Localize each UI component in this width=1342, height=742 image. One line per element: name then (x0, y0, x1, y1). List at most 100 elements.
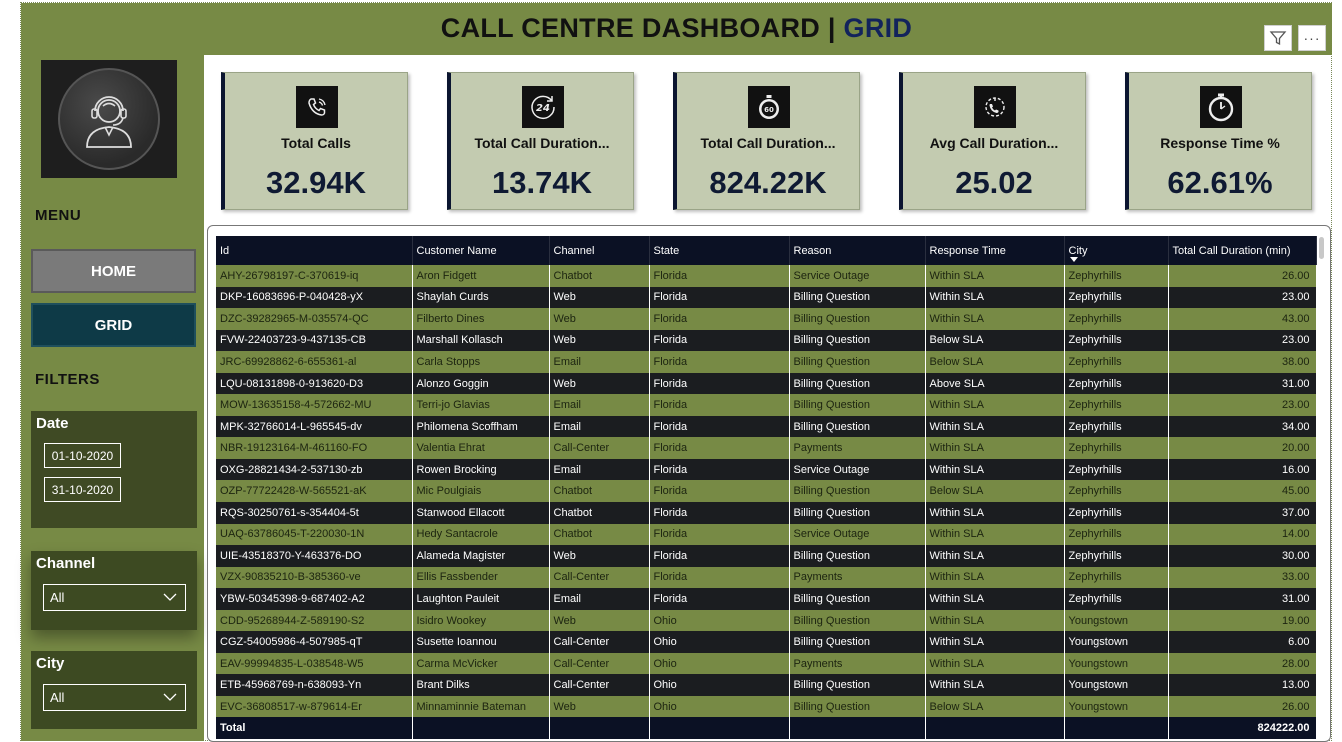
table-cell: Ellis Fassbender (412, 566, 550, 589)
kpi-value: 62.61% (1167, 165, 1273, 200)
table-cell: Zephyrhills (1064, 308, 1169, 330)
table-cell: Zephyrhills (1064, 437, 1169, 459)
table-row[interactable]: MOW-13635158-4-572662-MU Terri-jo Glavias… (216, 394, 1317, 416)
table-row[interactable]: NBR-19123164-M-461160-FO Valentia Ehrat Ca… (216, 437, 1317, 459)
table-cell: 45.00 (1168, 480, 1317, 503)
city-selected-value: All (50, 690, 65, 705)
table-row[interactable]: EAV-99994835-L-038548-W5 Carma McVicker Ca… (216, 652, 1317, 675)
table-cell: Chatbot (549, 502, 650, 524)
table-cell: Email (549, 588, 650, 610)
table-header-row: Id Customer Name Channel State Reason Re… (216, 236, 1317, 265)
table-cell (549, 717, 650, 740)
filter-icon[interactable] (1264, 25, 1292, 51)
column-header[interactable]: Response Time (925, 236, 1065, 265)
column-header[interactable]: Channel (549, 236, 650, 265)
table-row[interactable]: EVC-36808517-w-879614-Er Minnaminnie Bate… (216, 695, 1317, 718)
table-cell: Zephyrhills (1064, 458, 1169, 481)
total-value: 824222.00 (1168, 717, 1317, 740)
table-cell: Below SLA (925, 480, 1065, 503)
table-row[interactable]: LQU-08131898-0-913620-D3 Alonzo Goggin Web… (216, 372, 1317, 395)
table-row[interactable]: YBW-50345398-9-687402-A2 Laughton Pauleit… (216, 588, 1317, 610)
kpi-label: Total Calls (281, 135, 351, 151)
24-hours-icon: 24 (522, 86, 564, 128)
kpi-label: Total Call Duration... (474, 135, 610, 151)
date-filter: Date 01-10-2020 31-10-2020 (31, 411, 197, 528)
table-row[interactable]: CDD-95268944-Z-589190-S2 Isidro Wookey Web… (216, 609, 1317, 632)
stopwatch-60-icon: 60 (748, 86, 790, 128)
column-header[interactable]: Total Call Duration (min) (1168, 236, 1317, 265)
table-cell: Call-Center (549, 631, 650, 653)
more-options-icon[interactable]: ··· (1298, 25, 1326, 51)
table-cell: Hedy Santacrole (412, 523, 550, 546)
home-button[interactable]: HOME (31, 249, 196, 293)
table-cell: Florida (649, 372, 790, 395)
channel-filter-label: Channel (36, 555, 96, 572)
table-cell: 20.00 (1168, 437, 1317, 459)
table-row[interactable]: DKP-16083696-P-040428-yX Shaylah Curds Web… (216, 286, 1317, 309)
table-row[interactable]: OZP-77722428-W-565521-aK Mic Poulgiais Cha… (216, 480, 1317, 503)
table-row[interactable]: FVW-22403723-9-437135-CB Marshall Kollasc… (216, 329, 1317, 352)
table-cell: Web (549, 372, 650, 395)
date-end-input[interactable]: 31-10-2020 (44, 477, 121, 502)
column-header[interactable]: Customer Name (412, 236, 550, 265)
table-row[interactable]: MPK-32766014-L-965545-dv Philomena Scoffh… (216, 415, 1317, 438)
column-header-city[interactable]: City (1064, 236, 1169, 265)
date-start-input[interactable]: 01-10-2020 (44, 443, 121, 468)
table-cell: Zephyrhills (1064, 480, 1169, 503)
table-cell: 16.00 (1168, 458, 1317, 481)
table-row[interactable]: RQS-30250761-s-354404-5t Stanwood Ellacot… (216, 502, 1317, 524)
table-cell: Below SLA (925, 695, 1065, 718)
table-cell: LQU-08131898-0-913620-D3 (216, 372, 413, 395)
table-row[interactable]: UIE-43518370-Y-463376-DO Alameda Magister… (216, 545, 1317, 567)
table-cell: Within SLA (925, 523, 1065, 546)
column-header[interactable]: Reason (789, 236, 926, 265)
table-cell: RQS-30250761-s-354404-5t (216, 502, 413, 524)
data-grid: Id Customer Name Channel State Reason Re… (207, 225, 1331, 742)
table-cell: Below SLA (925, 329, 1065, 352)
table-cell: Chatbot (549, 265, 650, 287)
city-select[interactable]: All (43, 684, 186, 711)
table-cell: Florida (649, 588, 790, 610)
city-filter-label: City (36, 655, 65, 672)
table-cell: Web (549, 308, 650, 330)
table-cell: Payments (789, 652, 926, 675)
table-cell: Billing Question (789, 286, 926, 309)
vertical-scrollbar[interactable] (1319, 237, 1324, 259)
table-cell: 31.00 (1168, 372, 1317, 395)
column-header[interactable]: State (649, 236, 790, 265)
table-cell: Within SLA (925, 609, 1065, 632)
table-cell: Florida (649, 502, 790, 524)
table-cell: 37.00 (1168, 502, 1317, 524)
table-cell: Youngstown (1064, 695, 1169, 718)
table-row[interactable]: VZX-90835210-B-385360-ve Ellis Fassbender… (216, 566, 1317, 589)
table-cell: Ohio (649, 631, 790, 653)
kpi-total-calls: Total Calls 32.94K (221, 72, 408, 210)
table-row[interactable]: AHY-26798197-C-370619-iq Aron Fidgett Chat… (216, 265, 1317, 287)
table-row[interactable]: CGZ-54005986-4-507985-qT Susette Ioannou C… (216, 631, 1317, 653)
table-cell: Florida (649, 566, 790, 589)
table-cell: YBW-50345398-9-687402-A2 (216, 588, 413, 610)
table-cell: Email (549, 415, 650, 438)
table-cell: Zephyrhills (1064, 394, 1169, 416)
chevron-down-icon (163, 693, 177, 701)
table-cell: Payments (789, 437, 926, 459)
table-cell: Within SLA (925, 674, 1065, 696)
filters-heading: FILTERS (35, 371, 100, 388)
table-row[interactable]: UAQ-63786045-T-220030-1N Hedy Santacrole C… (216, 523, 1317, 546)
column-header[interactable]: Id (216, 236, 413, 265)
table-cell: 23.00 (1168, 286, 1317, 309)
table-row[interactable]: ETB-45968769-n-638093-Yn Brant Dilks Call-… (216, 674, 1317, 696)
table-row[interactable]: OXG-28821434-2-537130-zb Rowen Brocking Em… (216, 458, 1317, 481)
table-cell: MPK-32766014-L-965545-dv (216, 415, 413, 438)
table-cell: Within SLA (925, 631, 1065, 653)
call-center-agent-icon (58, 68, 160, 170)
table-row[interactable]: DZC-39282965-M-035574-QC Filberto Dines We… (216, 308, 1317, 330)
table-row[interactable]: JRC-69928862-6-655361-al Carla Stopps Emai… (216, 351, 1317, 373)
channel-filter: Channel All (31, 551, 197, 630)
channel-select[interactable]: All (43, 584, 186, 611)
kpi-total-call-duration-hours: 24 Total Call Duration... 13.74K (447, 72, 634, 210)
table-cell: Florida (649, 458, 790, 481)
table-cell: Above SLA (925, 372, 1065, 395)
kpi-response-time: Response Time % 62.61% (1125, 72, 1312, 210)
grid-button[interactable]: GRID (31, 303, 196, 347)
